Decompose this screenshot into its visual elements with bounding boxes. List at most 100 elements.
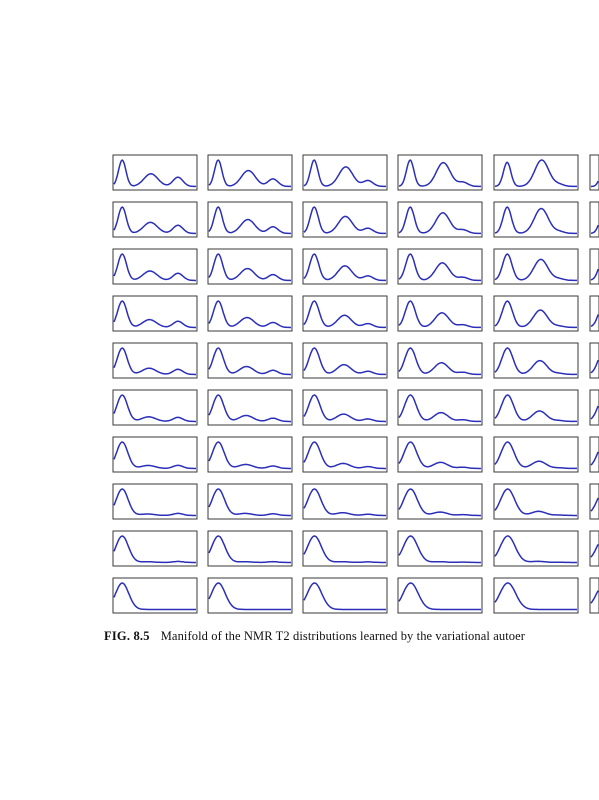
figure-caption: FIG. 8.5 Manifold of the NMR T2 distribut… xyxy=(104,629,525,644)
manifold-panel-r8-c1 xyxy=(112,483,198,520)
manifold-panel-r8-c4 xyxy=(397,483,483,520)
panel-frame xyxy=(493,577,579,614)
panel-frame xyxy=(493,483,579,520)
manifold-panel-r1-c1 xyxy=(112,154,198,191)
manifold-panel-r2-c6 xyxy=(589,201,599,238)
manifold-panel-r2-c2 xyxy=(207,201,293,238)
manifold-panel-r3-c6 xyxy=(589,248,599,285)
panel-frame xyxy=(302,154,388,191)
distribution-curve xyxy=(303,253,386,282)
distribution-curve xyxy=(208,488,291,517)
distribution-curve xyxy=(590,405,599,420)
panel-frame xyxy=(112,248,198,285)
panel-frame xyxy=(207,436,293,473)
manifold-panel-r9-c1 xyxy=(112,530,198,567)
panel-frame xyxy=(112,154,198,191)
manifold-panel-r4-c5 xyxy=(493,295,579,332)
distribution-curve xyxy=(113,159,197,188)
panel-frame xyxy=(207,577,293,614)
distribution-curve xyxy=(494,206,577,235)
distribution-curve xyxy=(590,224,599,235)
panel-frame xyxy=(589,483,599,520)
manifold-panel-r9-c2 xyxy=(207,530,293,567)
manifold-panel-r3-c5 xyxy=(493,248,579,285)
panel-frame xyxy=(589,389,599,426)
manifold-panel-r9-c4 xyxy=(397,530,483,567)
distribution-curve xyxy=(303,347,387,376)
panel-frame xyxy=(112,483,198,520)
manifold-panel-r10-c4 xyxy=(397,577,483,614)
distribution-curve xyxy=(398,253,481,282)
distribution-curve xyxy=(494,347,577,376)
manifold-panel-r8-c2 xyxy=(207,483,293,520)
distribution-curve xyxy=(494,394,577,423)
manifold-panel-r5-c3 xyxy=(302,342,388,379)
distribution-curve xyxy=(303,535,386,564)
distribution-curve xyxy=(113,535,196,564)
manifold-panel-r4-c6 xyxy=(589,295,599,332)
manifold-panel-r10-c2 xyxy=(207,577,293,614)
distribution-curve xyxy=(398,441,481,470)
manifold-panel-r9-c6 xyxy=(589,530,599,567)
distribution-curve xyxy=(494,535,577,564)
distribution-curve xyxy=(113,394,196,423)
distribution-curve xyxy=(113,441,196,470)
distribution-curve xyxy=(398,347,481,376)
distribution-curve xyxy=(113,300,196,329)
distribution-curve xyxy=(303,394,386,423)
manifold-panel-r5-c2 xyxy=(207,342,293,379)
panel-frame xyxy=(493,530,579,567)
manifold-panel-r7-c1 xyxy=(112,436,198,473)
distribution-curve xyxy=(113,347,196,376)
manifold-panel-r1-c5 xyxy=(493,154,579,191)
distribution-curve xyxy=(113,253,196,282)
distribution-curve xyxy=(208,347,291,376)
manifold-panel-r7-c2 xyxy=(207,436,293,473)
panel-frame xyxy=(112,201,198,238)
manifold-panel-r9-c5 xyxy=(493,530,579,567)
manifold-panel-r5-c5 xyxy=(493,342,579,379)
distribution-curve xyxy=(303,488,386,517)
manifold-panel-r4-c1 xyxy=(112,295,198,332)
distribution-curve xyxy=(398,300,481,329)
manifold-panel-r7-c3 xyxy=(302,436,388,473)
distribution-curve xyxy=(398,582,481,611)
distribution-curve xyxy=(590,451,599,466)
panel-frame xyxy=(207,248,293,285)
manifold-panel-r2-c3 xyxy=(302,201,388,238)
caption-text: Manifold of the NMR T2 distributions lea… xyxy=(160,629,526,643)
distribution-curve xyxy=(590,268,599,281)
distribution-curve xyxy=(494,488,577,517)
manifold-panel-r6-c4 xyxy=(397,389,483,426)
manifold-panel-r6-c5 xyxy=(493,389,579,426)
manifold-panel-r9-c3 xyxy=(302,530,388,567)
distribution-curve xyxy=(590,359,599,374)
manifold-panel-r3-c3 xyxy=(302,248,388,285)
manifold-panel-r2-c1 xyxy=(112,201,198,238)
distribution-curve xyxy=(398,159,481,188)
panel-frame xyxy=(589,530,599,567)
distribution-curve xyxy=(590,180,599,188)
manifold-panel-r1-c6 xyxy=(589,154,599,191)
panel-frame xyxy=(207,154,293,191)
distribution-curve xyxy=(303,159,386,188)
manifold-panel-r10-c5 xyxy=(493,577,579,614)
panel-frame xyxy=(112,530,198,567)
manifold-panel-r8-c6 xyxy=(589,483,599,520)
manifold-panel-r6-c2 xyxy=(207,389,293,426)
distribution-curve xyxy=(208,582,291,611)
panel-frame xyxy=(493,154,579,191)
manifold-panel-r7-c6 xyxy=(589,436,599,473)
manifold-panel-r1-c3 xyxy=(302,154,388,191)
distribution-curve xyxy=(208,159,292,188)
distribution-curve xyxy=(113,582,196,611)
manifold-panel-r6-c6 xyxy=(589,389,599,426)
distribution-curve xyxy=(494,159,577,188)
distribution-curve xyxy=(590,590,599,604)
manifold-panel-r10-c1 xyxy=(112,577,198,614)
distribution-curve xyxy=(113,206,197,235)
distribution-curve xyxy=(208,300,291,329)
manifold-panel-r7-c5 xyxy=(493,436,579,473)
